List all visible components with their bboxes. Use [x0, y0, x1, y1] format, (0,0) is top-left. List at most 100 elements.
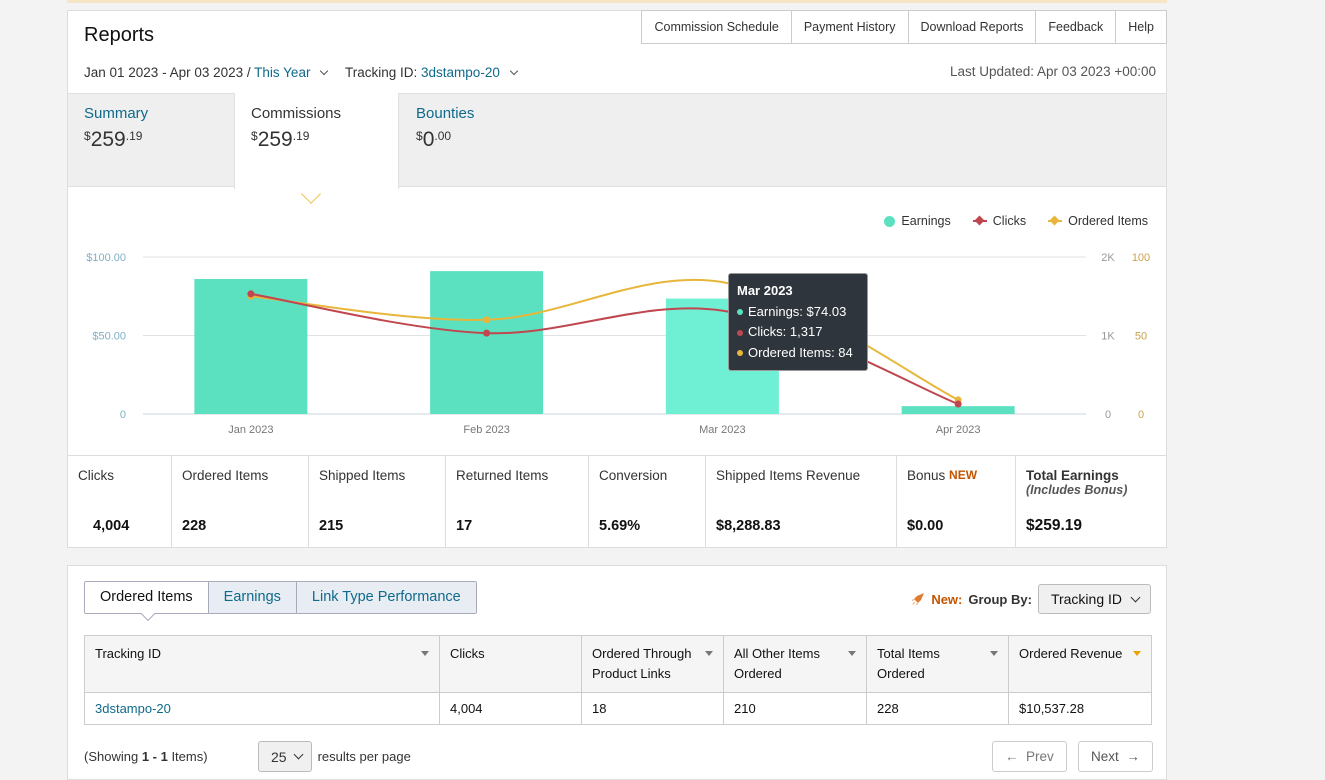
- report-table: Tracking ID Clicks Ordered Through Produ…: [84, 635, 1152, 725]
- stat-returned-items: Returned Items 17: [446, 456, 589, 548]
- column-label: All Other Items Ordered: [734, 646, 820, 681]
- stat-label: Total Earnings: [1026, 468, 1119, 483]
- ordered-items-line-icon: [1048, 215, 1063, 226]
- legend-earnings[interactable]: Earnings: [884, 214, 951, 228]
- download-reports-link[interactable]: Download Reports: [907, 11, 1036, 43]
- payment-history-link[interactable]: Payment History: [790, 11, 908, 43]
- stat-total-earnings: Total Earnings (Includes Bonus) $259.19: [1016, 456, 1166, 548]
- pagination: (Showing 1 - 1 Items) 25 results per pag…: [84, 741, 1153, 773]
- stat-value: 4,004: [93, 518, 130, 534]
- tab-summary[interactable]: Summary $259.19: [68, 93, 234, 187]
- commission-schedule-link[interactable]: Commission Schedule: [654, 20, 779, 34]
- earnings-bar: [430, 271, 544, 414]
- x-axis-tick-label: Apr 2023: [936, 424, 981, 436]
- tracking-id-label: Tracking ID:: [344, 65, 418, 80]
- amount-whole: 0: [422, 128, 435, 151]
- stat-value: 17: [456, 518, 473, 534]
- x-axis-tick-label: Jan 2023: [228, 424, 273, 436]
- group-by-select[interactable]: Tracking ID: [1037, 584, 1151, 614]
- prev-button[interactable]: ← Prev: [992, 741, 1067, 772]
- next-button[interactable]: Next →: [1078, 741, 1153, 772]
- feedback-link[interactable]: Feedback: [1035, 11, 1115, 43]
- clicks-point: [483, 329, 491, 337]
- amount-whole: 259: [257, 128, 293, 151]
- tab-commissions[interactable]: Commissions $259.19: [234, 93, 399, 189]
- per-page: 25 results per page: [258, 741, 411, 772]
- chevron-down-icon: [1130, 592, 1141, 603]
- column-label: Ordered Revenue: [1019, 646, 1123, 661]
- currency-symbol: $: [251, 129, 258, 143]
- group-by-value: Tracking ID: [1050, 591, 1122, 607]
- per-page-label: results per page: [317, 749, 411, 764]
- tab-bounties[interactable]: Bounties $0.00: [400, 93, 560, 187]
- col-all-other-items-ordered[interactable]: All Other Items Ordered: [723, 635, 867, 693]
- top-accent-line: [67, 0, 1167, 3]
- chevron-down-icon: [319, 66, 329, 76]
- tooltip-title: Mar 2023: [737, 283, 793, 298]
- tab-commissions-amount: $259.19: [251, 128, 382, 152]
- tracking-id-selector[interactable]: Tracking ID: 3dstampo-20: [345, 65, 521, 80]
- y-axis-right-outer-tick-label: 0: [1105, 409, 1111, 421]
- date-range-selector[interactable]: Jan 01 2023 - Apr 03 2023 / This Year: [84, 65, 335, 80]
- tab-earnings[interactable]: Earnings: [207, 582, 296, 613]
- group-by: New: Group By: Tracking ID: [911, 584, 1151, 614]
- tab-summary-label: Summary: [84, 105, 149, 122]
- sort-icon: [421, 651, 429, 656]
- col-total-items-ordered[interactable]: Total Items Ordered: [866, 635, 1009, 693]
- help-link[interactable]: Help: [1115, 11, 1166, 43]
- y-axis-right-inner-tick-label: 50: [1135, 331, 1147, 343]
- earnings-bar: [901, 406, 1015, 414]
- stat-shipped-revenue: Shipped Items Revenue $8,288.83: [706, 456, 897, 548]
- sort-icon: [1133, 651, 1141, 656]
- clicks-point: [954, 400, 962, 408]
- tooltip-clicks-text: Clicks: 1,317: [748, 324, 823, 339]
- legend-clicks-label: Clicks: [992, 214, 1027, 228]
- y-axis-left-tick-label: 0: [120, 409, 126, 421]
- showing-range: 1 - 1: [141, 749, 168, 764]
- col-clicks[interactable]: Clicks: [439, 635, 582, 693]
- stat-label: Bonus NEW: [907, 468, 1005, 483]
- ordered-items-point: [483, 316, 491, 324]
- stat-ordered-items: Ordered Items 228: [172, 456, 309, 548]
- y-axis-right-outer-tick-label: 1K: [1101, 331, 1115, 343]
- group-by-label: Group By:: [968, 591, 1032, 607]
- stat-label: Shipped Items Revenue: [716, 468, 861, 483]
- rocket-icon: [912, 593, 925, 605]
- legend-clicks[interactable]: Clicks: [972, 214, 1027, 228]
- chart-tooltip: Mar 2023 Earnings: $74.03 Clicks: 1,317 …: [728, 273, 868, 371]
- y-axis-left-tick-label: $100.00: [86, 252, 126, 264]
- earnings-dot-icon: [884, 215, 896, 227]
- col-ordered-revenue[interactable]: Ordered Revenue: [1008, 635, 1152, 693]
- bonus-label: Bonus: [907, 468, 946, 483]
- stat-label: Returned Items: [456, 468, 549, 483]
- column-label: Ordered Through Product Links: [592, 646, 692, 681]
- tab-commissions-label: Commissions: [251, 105, 342, 122]
- stat-clicks: Clicks 4,004: [68, 456, 172, 548]
- chart-legend: Earnings Clicks Ordered Items: [884, 214, 1148, 228]
- stat-value: 215: [319, 518, 344, 534]
- cell-tracking-id[interactable]: 3dstampo-20: [84, 692, 440, 725]
- tab-link-type-performance[interactable]: Link Type Performance: [295, 582, 476, 613]
- showing-count: (Showing 1 - 1 Items): [84, 749, 208, 764]
- cell-ordered-through-links: 18: [581, 692, 724, 725]
- legend-ordered-items[interactable]: Ordered Items: [1048, 214, 1148, 228]
- tracking-id-link[interactable]: 3dstampo-20: [95, 701, 171, 716]
- cell-all-other-items: 210: [723, 692, 867, 725]
- stat-bonus: Bonus NEW $0.00: [897, 456, 1016, 548]
- amount-whole: 259: [90, 128, 126, 151]
- clicks-point: [247, 290, 255, 298]
- report-type-tabs: Ordered Items Earnings Link Type Perform…: [84, 581, 477, 614]
- col-ordered-through-product-links[interactable]: Ordered Through Product Links: [581, 635, 724, 693]
- stat-label: Clicks: [78, 468, 114, 483]
- reports-card: Reports Commission Schedule Payment Hist…: [67, 10, 1167, 548]
- new-badge: NEW: [949, 468, 978, 482]
- tooltip-line-clicks: Clicks: 1,317: [737, 322, 859, 343]
- amount-cents: .19: [292, 129, 310, 143]
- col-tracking-id[interactable]: Tracking ID: [84, 635, 440, 693]
- tracking-id-value: 3dstampo-20: [421, 65, 500, 80]
- stat-sublabel: (Includes Bonus): [1026, 483, 1128, 497]
- stat-shipped-items: Shipped Items 215: [309, 456, 446, 548]
- per-page-select[interactable]: 25: [258, 741, 312, 772]
- cell-clicks: 4,004: [439, 692, 582, 725]
- currency-symbol: $: [416, 129, 423, 143]
